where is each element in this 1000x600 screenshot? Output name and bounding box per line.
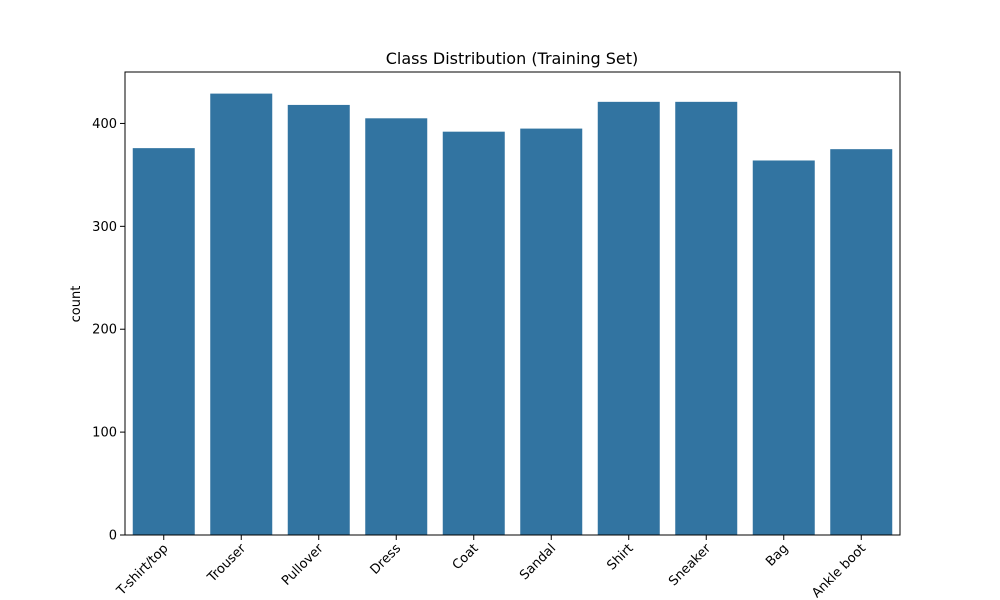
- y-tick-label-0: 0: [109, 529, 117, 544]
- x-tick-label-1: Trouser: [204, 541, 249, 586]
- x-tick-label-9: Ankle boot: [809, 541, 869, 600]
- bar-3: [365, 118, 428, 536]
- x-ticks-group: T-shirt/top Trouser Pullover Dress Coat Sanda…: [113, 535, 869, 600]
- x-tick-label-7: Sneaker: [666, 541, 714, 589]
- bar-7: [675, 101, 738, 536]
- y-tick-label-3: 300: [92, 220, 117, 235]
- bar-0: [132, 148, 195, 536]
- bar-2: [287, 104, 350, 536]
- x-tick-label-4: Coat: [450, 541, 482, 573]
- y-tick-label-4: 400: [92, 117, 117, 132]
- x-tick-label-6: Shirt: [604, 541, 636, 573]
- bar-5: [520, 128, 583, 536]
- x-tick-label-0: T-shirt/top: [113, 541, 171, 599]
- x-tick-label-2: Pullover: [279, 541, 327, 589]
- bar-9: [830, 149, 893, 535]
- x-tick-label-8: Bag: [763, 541, 791, 569]
- y-axis-label: count: [69, 286, 84, 323]
- y-tick-label-1: 100: [92, 426, 117, 441]
- bar-6: [597, 101, 660, 536]
- plot-frame: [124, 71, 901, 536]
- bar-1: [210, 93, 273, 536]
- bar-4: [442, 131, 505, 536]
- y-ticks-group: 0 100 200 300 400: [92, 117, 125, 544]
- bar-8: [752, 160, 815, 536]
- chart-title: Class Distribution (Training Set): [386, 49, 639, 68]
- bars-group: [132, 93, 893, 536]
- x-tick-label-5: Sandal: [517, 541, 559, 583]
- x-tick-label-3: Dress: [368, 541, 405, 578]
- y-tick-label-2: 200: [92, 323, 117, 338]
